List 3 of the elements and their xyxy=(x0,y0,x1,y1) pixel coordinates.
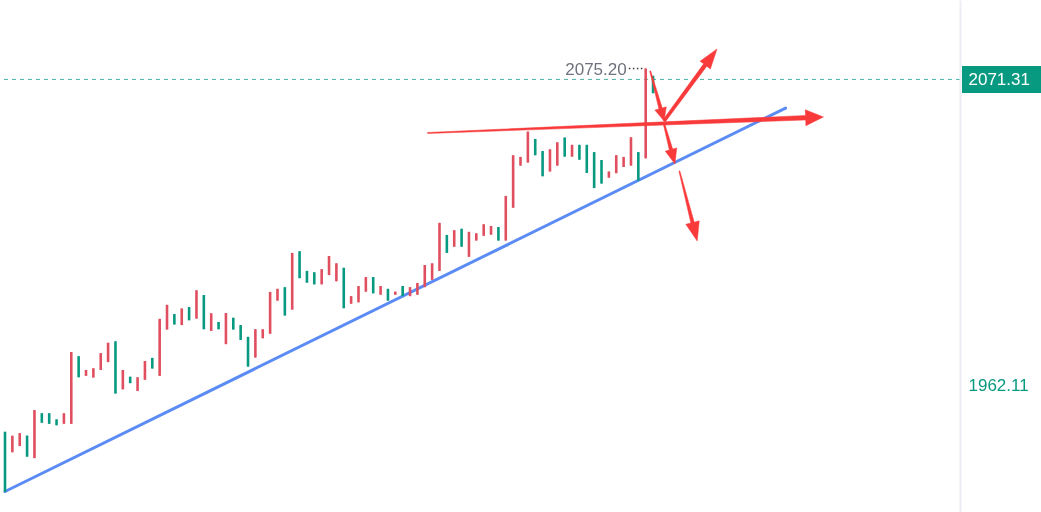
y-tick-label: 2071.31 xyxy=(968,69,1030,89)
annotation: 2075.20 xyxy=(565,60,627,80)
y-tick-label: 1962.11 xyxy=(968,376,1029,396)
